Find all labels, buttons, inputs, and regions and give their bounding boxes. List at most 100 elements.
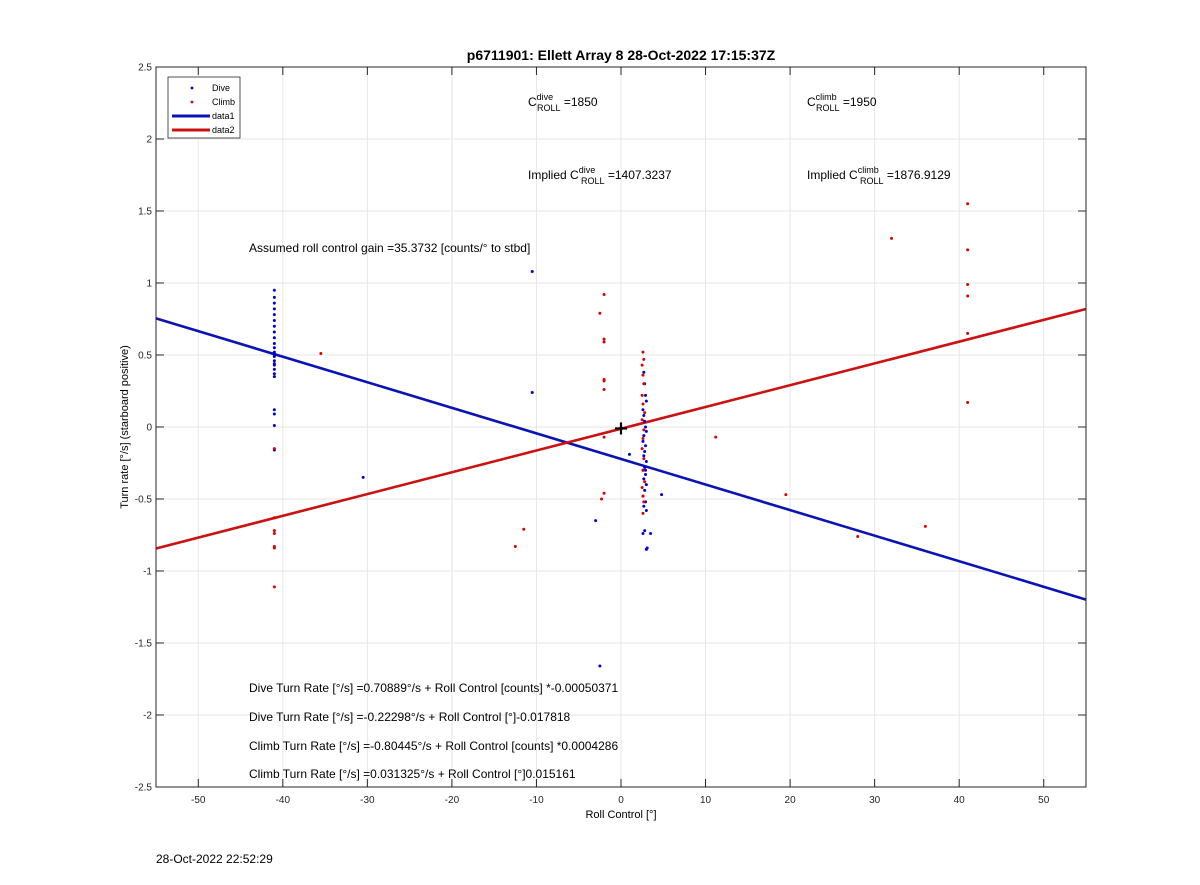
data-point-climb — [642, 428, 645, 431]
data-point-dive — [645, 400, 648, 403]
implied-dive-sup: dive — [579, 165, 596, 175]
data-point-climb — [966, 294, 969, 297]
data-point-dive — [531, 391, 534, 394]
data-point-climb — [641, 495, 644, 498]
x-tick-label: 30 — [869, 795, 881, 806]
data-point-dive — [649, 532, 652, 535]
x-tick-label: -40 — [276, 795, 291, 806]
data-point-climb — [714, 436, 717, 439]
data-point-climb — [603, 338, 606, 341]
implied-dive-base: C — [570, 168, 579, 182]
data-point-climb — [603, 379, 606, 382]
data-point-dive — [641, 440, 644, 443]
legend-dive-marker — [191, 87, 194, 90]
y-tick-label: 2.5 — [138, 63, 152, 74]
data-point-dive — [643, 529, 646, 532]
data-point-climb — [641, 418, 644, 421]
data-point-dive — [642, 371, 645, 374]
data-point-dive — [273, 368, 276, 371]
data-point-dive — [273, 362, 276, 365]
c-dive-value: =1850 — [561, 95, 598, 109]
c-climb-sup: climb — [816, 92, 837, 102]
data-point-climb — [890, 237, 893, 240]
data-point-climb — [600, 498, 603, 501]
data-point-dive — [643, 489, 646, 492]
data-point-climb — [641, 364, 644, 367]
data-point-dive — [644, 426, 647, 429]
data-point-climb — [641, 437, 644, 440]
data-point-dive — [594, 519, 597, 522]
data-point-climb — [641, 512, 644, 515]
y-tick-label: 1 — [146, 279, 152, 290]
data-point-dive — [273, 342, 276, 345]
data-point-climb — [273, 447, 276, 450]
y-tick-label: 0 — [146, 423, 152, 434]
data-point-climb — [642, 457, 645, 460]
y-tick-label: -1.5 — [135, 639, 153, 650]
c-climb-value: =1950 — [840, 95, 877, 109]
annotation-equation-climb-counts: Climb Turn Rate [°/s] =-0.80445°/s + Rol… — [249, 739, 618, 753]
data-point-dive — [644, 473, 647, 476]
data-point-climb — [641, 447, 644, 450]
x-tick-label: 10 — [700, 795, 712, 806]
implied-climb-base: C — [849, 168, 858, 182]
annotation-equation-dive-counts: Dive Turn Rate [°/s] =0.70889°/s + Roll … — [249, 681, 618, 695]
data-point-dive — [642, 505, 645, 508]
data-point-dive — [645, 509, 648, 512]
data-point-dive — [645, 483, 648, 486]
data-point-climb — [641, 394, 644, 397]
data-point-climb — [273, 546, 276, 549]
data-point-climb — [273, 585, 276, 588]
c-dive-sub: ROLL — [537, 103, 561, 113]
x-tick-label: -50 — [191, 795, 206, 806]
data-point-dive — [273, 319, 276, 322]
x-tick-label: -10 — [529, 795, 544, 806]
data-point-climb — [966, 248, 969, 251]
data-point-climb — [966, 283, 969, 286]
data-point-climb — [273, 516, 276, 519]
c-dive-base: C — [528, 95, 537, 109]
y-axis-label: Turn rate [°/s] (starboard positive) — [119, 345, 131, 509]
legend-climb-marker — [191, 101, 194, 104]
c-climb-base: C — [807, 95, 816, 109]
implied-dive-value: =1407.3237 — [605, 168, 672, 182]
data-point-dive — [273, 375, 276, 378]
data-point-dive — [644, 444, 647, 447]
data-point-climb — [642, 500, 645, 503]
data-point-climb — [856, 535, 859, 538]
data-point-climb — [603, 341, 606, 344]
data-point-dive — [628, 453, 631, 456]
implied-dive-prefix: Implied — [528, 168, 570, 182]
data-point-climb — [966, 332, 969, 335]
x-tick-label: -30 — [360, 795, 375, 806]
annotation-equation-dive-degrees: Dive Turn Rate [°/s] =-0.22298°/s + Roll… — [249, 710, 571, 724]
y-tick-label: -0.5 — [135, 495, 153, 506]
data-point-climb — [924, 525, 927, 528]
data-point-dive — [660, 493, 663, 496]
data-point-dive — [642, 414, 645, 417]
x-tick-label: 20 — [785, 795, 797, 806]
x-tick-label: 0 — [618, 795, 624, 806]
implied-climb-sub: ROLL — [860, 176, 884, 186]
data-point-climb — [642, 382, 645, 385]
data-point-dive — [273, 302, 276, 305]
data-point-climb — [319, 352, 322, 355]
x-tick-label: 40 — [954, 795, 966, 806]
c-climb-sub: ROLL — [816, 103, 840, 113]
x-tick-label: -20 — [445, 795, 460, 806]
data-point-dive — [362, 476, 365, 479]
x-axis-label: Roll Control [°] — [585, 809, 656, 821]
data-point-dive — [643, 450, 646, 453]
data-point-dive — [273, 413, 276, 416]
data-point-climb — [643, 480, 646, 483]
data-point-climb — [603, 293, 606, 296]
y-tick-label: 1.5 — [138, 207, 152, 218]
data-point-dive — [273, 289, 276, 292]
data-point-climb — [966, 202, 969, 205]
y-tick-label: -2.5 — [135, 783, 153, 794]
implied-climb-value: =1876.9129 — [884, 168, 951, 182]
legend-data2-label: data2 — [212, 125, 235, 135]
data-point-dive — [273, 354, 276, 357]
data-point-dive — [273, 372, 276, 375]
